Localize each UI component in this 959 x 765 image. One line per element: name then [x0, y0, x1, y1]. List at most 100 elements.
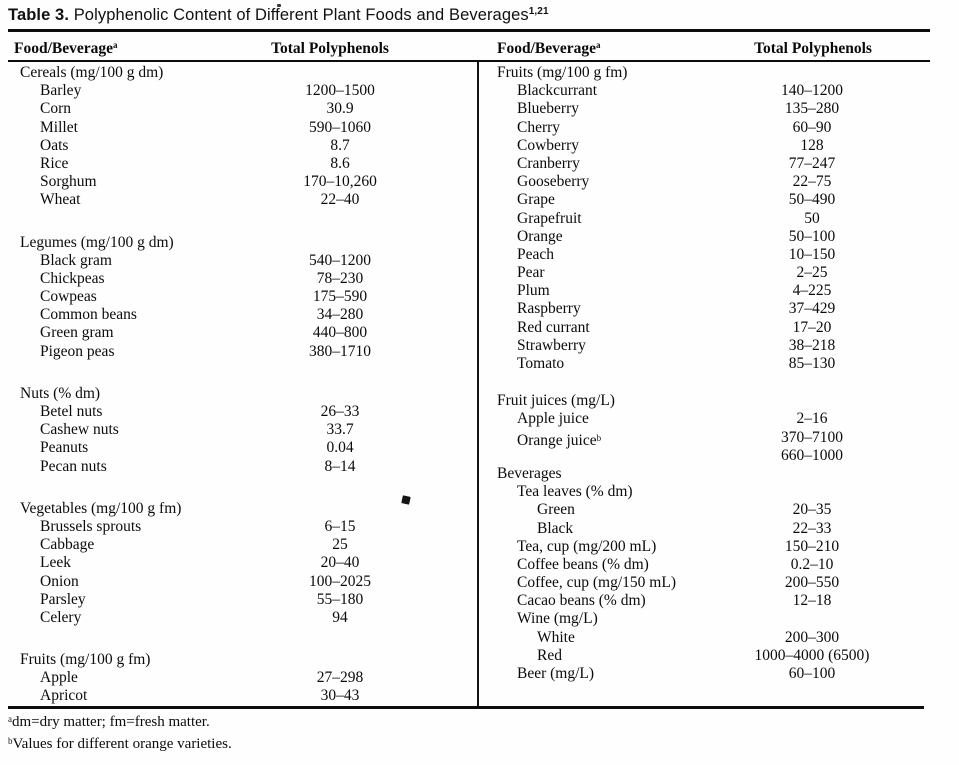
- table-row: Apricot 30–43: [8, 687, 473, 705]
- polyphenol-value: 440–800: [312, 324, 368, 342]
- polyphenol-value: 22–40: [320, 191, 360, 209]
- row-spacer: [8, 627, 473, 651]
- polyphenol-value: 50–490: [788, 191, 836, 209]
- table-row: Black gram 540–1200: [8, 252, 473, 270]
- table-row: Peanuts 0.04: [8, 439, 473, 457]
- table-row: Cranberry 77–247: [479, 155, 939, 173]
- row-spacer: [8, 210, 473, 234]
- table-row: Strawberry 38–218: [479, 337, 939, 355]
- food-label: Wine (mg/L): [517, 610, 598, 628]
- food-label: Apple juice: [517, 410, 589, 428]
- food-label: Blueberry: [517, 100, 579, 118]
- table-row: Orange juiceb 370–7100: [479, 428, 939, 449]
- footnote-a-superscript: a: [8, 714, 12, 724]
- table-row: Orange 50–100: [479, 228, 939, 246]
- footnote-b: bValues for different orange varieties.: [8, 736, 232, 753]
- food-label: Grapefruit: [517, 209, 582, 227]
- ink-speck: [401, 495, 411, 505]
- title-reference-superscript: 1,21: [528, 6, 549, 17]
- polyphenol-value: 33.7: [326, 421, 354, 439]
- table-row: Apple 27–298: [8, 669, 473, 687]
- polyphenol-value: 60–100: [788, 665, 836, 682]
- table-row: Vegetables (mg/100 g fm): [8, 500, 473, 518]
- table-row: Onion 100–2025: [8, 573, 473, 591]
- polyphenol-value: 1000–4000 (6500): [754, 646, 870, 664]
- polyphenol-value: 20–40: [320, 554, 360, 572]
- table-row: Blueberry 135–280: [479, 100, 939, 118]
- row-spacer: [479, 373, 939, 392]
- food-label: Pecan nuts: [40, 457, 107, 475]
- polyphenol-value: 78–230: [316, 269, 364, 287]
- polyphenol-value: 34–280: [316, 306, 364, 324]
- table-row: Apple juice 2–16: [479, 410, 939, 428]
- food-label: Red currant: [517, 318, 590, 336]
- table-row: Cereals (mg/100 g dm): [8, 64, 473, 82]
- table-row: Fruit juices (mg/L): [479, 392, 939, 410]
- polyphenol-value: 590–1060: [309, 118, 371, 136]
- table-row: Green gram 440–800: [8, 324, 473, 342]
- food-label: Tomato: [517, 355, 565, 372]
- food-label: Cowpeas: [40, 288, 97, 306]
- polyphenol-value: 30.9: [326, 100, 354, 118]
- food-label: Coffee beans (% dm): [517, 555, 649, 573]
- table-row: Beer (mg/L) 60–100: [479, 665, 939, 683]
- polyphenol-value: 0.04: [326, 439, 354, 457]
- polyphenol-value: 150–210: [784, 537, 840, 555]
- table-row: Pecan nuts 8–14: [8, 458, 473, 476]
- food-label: White: [537, 628, 575, 646]
- food-label: Fruit juices (mg/L): [497, 392, 615, 410]
- food-label: Apricot: [40, 687, 88, 705]
- food-label: Plum: [517, 282, 550, 300]
- food-label: Peach: [517, 245, 555, 263]
- table-row: Cacao beans (% dm) 12–18: [479, 592, 939, 610]
- polyphenol-value: 37–429: [788, 300, 836, 318]
- food-label: Pear: [517, 264, 545, 282]
- table-row: Tea, cup (mg/200 mL) 150–210: [479, 538, 939, 556]
- table-row: Red 1000–4000 (6500): [479, 647, 939, 665]
- table-row: Oats 8.7: [8, 137, 473, 155]
- table-row: Betel nuts 26–33: [8, 403, 473, 421]
- food-label: Corn: [40, 100, 71, 118]
- table-row: Cashew nuts 33.7: [8, 421, 473, 439]
- polyphenol-value: 38–218: [788, 336, 836, 354]
- row-spacer: [8, 361, 473, 385]
- table-row: Black 22–33: [479, 520, 939, 538]
- polyphenol-value: 200–550: [784, 574, 840, 592]
- polyphenol-value: 0.2–10: [790, 555, 834, 573]
- food-label: Betel nuts: [40, 403, 103, 420]
- polyphenol-value: 77–247: [788, 154, 836, 172]
- food-label: Vegetables (mg/100 g fm): [20, 499, 182, 517]
- column-header-polyphenols-right: Total Polyphenols: [754, 40, 872, 57]
- food-label: Legumes (mg/100 g dm): [20, 233, 174, 251]
- polyphenol-value: 1200–1500: [305, 82, 375, 100]
- polyphenol-value: 50–100: [788, 227, 836, 245]
- table-row: Blackcurrant 140–1200: [479, 82, 939, 100]
- food-label: Cowberry: [517, 136, 579, 154]
- table-row: Gooseberry 22–75: [479, 173, 939, 191]
- table-row: Common beans 34–280: [8, 306, 473, 324]
- table-row: Barley 1200–1500: [8, 82, 473, 100]
- table-row: Leek 20–40: [8, 554, 473, 572]
- table-row: Sorghum 170–10,260: [8, 173, 473, 191]
- polyphenol-value: 2–16: [796, 410, 828, 428]
- table-title: Table 3. Polyphenolic Content of Differe…: [8, 6, 549, 25]
- table-row: Peach 10–150: [479, 246, 939, 264]
- footnote-b-superscript: b: [8, 736, 13, 746]
- polyphenol-value: 370–7100: [781, 428, 843, 446]
- food-label: Green: [537, 501, 575, 519]
- table-row: Cowberry 128: [479, 137, 939, 155]
- food-label: Wheat: [40, 191, 81, 209]
- header-food-superscript: a: [596, 40, 601, 50]
- food-label: Chickpeas: [40, 269, 105, 287]
- polyphenol-value: 6–15: [324, 517, 356, 535]
- polyphenol-value: 128: [800, 136, 824, 154]
- polyphenol-value: 60–90: [792, 118, 832, 136]
- table-row: Corn 30.9: [8, 100, 473, 118]
- food-label: Black: [537, 519, 574, 537]
- food-label: Oats: [40, 136, 69, 154]
- table-row: Pigeon peas 380–1710: [8, 343, 473, 361]
- title-rule: [8, 29, 930, 32]
- polyphenol-value: 100–2025: [309, 572, 371, 590]
- food-label-superscript: b: [596, 432, 602, 443]
- food-label: Rice: [40, 154, 69, 172]
